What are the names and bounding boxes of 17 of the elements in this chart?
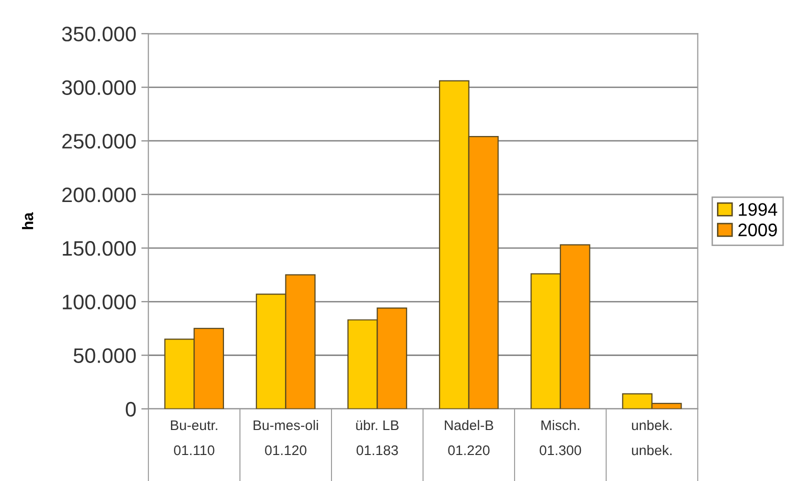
y-tick-label: 350.000	[62, 26, 136, 42]
y-tick-label: 100.000	[62, 294, 136, 310]
y-tick-label: 150.000	[62, 241, 136, 256]
y-tick-label: 50.000	[74, 348, 136, 364]
y-tick-label: 250.000	[62, 134, 136, 149]
x-tick-label: Misch. 01.300	[540, 420, 582, 456]
x-tick-label: Bu-eutr. 01.110	[170, 420, 218, 456]
y-tick-label: 0	[126, 402, 136, 417]
y-tick-label: 200.000	[62, 187, 136, 202]
x-tick-label: übr. LB 01.183	[356, 420, 399, 456]
y-tick-label: 300.000	[62, 80, 136, 96]
x-tick-label: Nadel-B 01.220	[444, 420, 494, 456]
legend-label: 2009	[738, 224, 777, 236]
legend-label: 1994	[738, 203, 778, 216]
y-axis-title: ha	[22, 212, 34, 230]
x-tick-label: unbek. unbek.	[632, 420, 672, 456]
x-tick-label: Bu-mes-oli 01.120	[254, 420, 318, 456]
